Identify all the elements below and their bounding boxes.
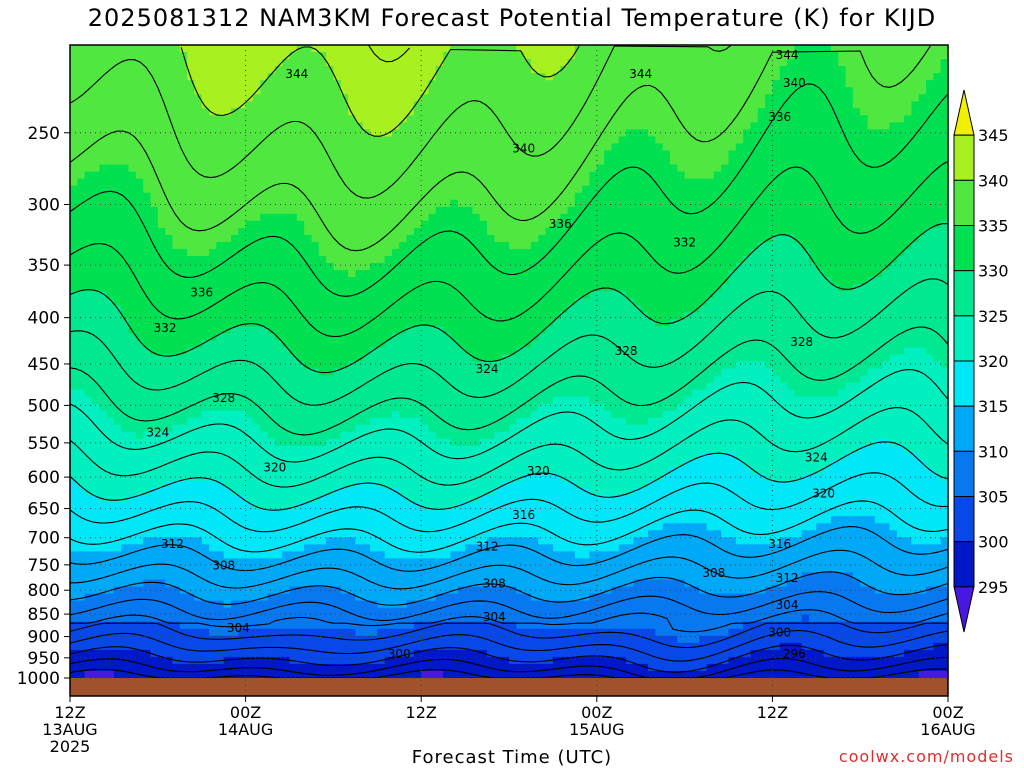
y-tick-label: 1000	[17, 669, 60, 689]
ground-strip	[70, 678, 948, 696]
y-tick-label: 400	[28, 309, 60, 329]
contour-label: 328	[615, 344, 638, 358]
contour-label: 312	[776, 571, 799, 585]
contour-label: 324	[146, 425, 169, 439]
x-tick-label: 2025	[50, 737, 91, 756]
y-tick-label: 850	[28, 605, 60, 625]
y-tick-label: 750	[28, 556, 60, 576]
colorbar-segment	[953, 450, 975, 498]
y-tick-label: 600	[28, 468, 60, 488]
x-tick-label: 00Z	[932, 703, 963, 722]
colorbar-segment	[953, 270, 975, 317]
colorbar-segment	[953, 225, 975, 272]
contour-label: 320	[812, 487, 835, 501]
x-tick-label: 14AUG	[218, 720, 273, 739]
filled-field	[70, 45, 949, 679]
contour-label: 340	[512, 142, 535, 156]
contour-label: 320	[527, 464, 550, 478]
colorbar-label: 320	[978, 352, 1009, 371]
contour-label: 308	[212, 558, 235, 572]
chart-title: 2025081312 NAM3KM Forecast Potential Tem…	[87, 4, 937, 32]
x-tick-label: 00Z	[230, 703, 261, 722]
contour-label: 336	[768, 110, 791, 124]
contour-label: 304	[483, 610, 506, 624]
contour-label: 324	[805, 450, 828, 464]
colorbar-label: 315	[978, 397, 1009, 416]
colorbar-label: 345	[978, 126, 1009, 145]
y-tick-label: 950	[28, 649, 60, 669]
y-tick-label: 250	[28, 124, 60, 144]
y-tick-label: 900	[28, 628, 60, 648]
colorbar-segment	[953, 496, 975, 543]
y-tick-label: 700	[28, 529, 60, 549]
contour-label: 304	[776, 598, 799, 612]
colorbar-segment	[953, 315, 975, 362]
contour-label: 336	[190, 286, 213, 300]
contour-label: 336	[549, 217, 572, 231]
contour-label: 344	[285, 67, 308, 81]
contour-label: 332	[154, 321, 177, 335]
colorbar-segment	[953, 586, 975, 633]
watermark: coolwx.com/models	[838, 747, 1014, 766]
contour-label: 300	[388, 647, 411, 661]
y-tick-label: 650	[28, 500, 60, 520]
x-tick-label: 12Z	[54, 703, 85, 722]
x-tick-label: 00Z	[581, 703, 612, 722]
x-tick-label: 15AUG	[569, 720, 624, 739]
colorbar-segment	[953, 89, 975, 136]
contour-label: 300	[768, 626, 791, 640]
x-tick-label: 12Z	[406, 703, 437, 722]
colorbar-label: 300	[978, 533, 1009, 552]
y-tick-label: 350	[28, 256, 60, 276]
colorbar-label: 305	[978, 488, 1009, 507]
colorbar-label: 325	[978, 307, 1009, 326]
y-tick-label: 500	[28, 396, 60, 416]
y-tick-label: 450	[28, 355, 60, 375]
plot-frame	[69, 44, 949, 697]
x-tick-label: 12Z	[757, 703, 788, 722]
colorbar-segment	[953, 134, 975, 181]
colorbar-label: 340	[978, 171, 1009, 190]
x-tick-label: 13AUG	[42, 720, 97, 739]
y-tick-label: 300	[28, 195, 60, 215]
y-tick-label: 800	[28, 581, 60, 601]
contour-label: 324	[476, 362, 499, 376]
contour-label: 328	[790, 335, 813, 349]
colorbar-segment	[953, 179, 975, 226]
contour-label: 296	[783, 647, 806, 661]
contour-label: 344	[776, 48, 799, 62]
contour-label: 308	[702, 566, 725, 580]
contour-label: 308	[483, 576, 506, 590]
colorbar-label: 330	[978, 262, 1009, 281]
contour-label: 312	[476, 540, 499, 554]
contour-label: 328	[212, 391, 235, 405]
contour-label: 332	[673, 235, 696, 249]
colorbar-segment	[953, 541, 975, 588]
y-tick-label: 550	[28, 434, 60, 454]
contour-label: 344	[629, 67, 652, 81]
contour-label: 316	[512, 508, 535, 522]
colorbar-label: 335	[978, 217, 1009, 236]
x-tick-label: 16AUG	[920, 720, 975, 739]
contour-label: 312	[161, 537, 184, 551]
colorbar-label: 295	[978, 578, 1009, 597]
x-axis-label: Forecast Time (UTC)	[411, 747, 613, 768]
contour-lines	[69, 44, 949, 679]
colorbar-segment	[953, 360, 975, 407]
contour-label: 304	[227, 621, 250, 635]
contour-label: 316	[768, 537, 791, 551]
colorbar-segment	[953, 405, 975, 452]
contour-label: 320	[263, 461, 286, 475]
colorbar-label: 310	[978, 442, 1009, 461]
contour-label: 340	[783, 76, 806, 90]
